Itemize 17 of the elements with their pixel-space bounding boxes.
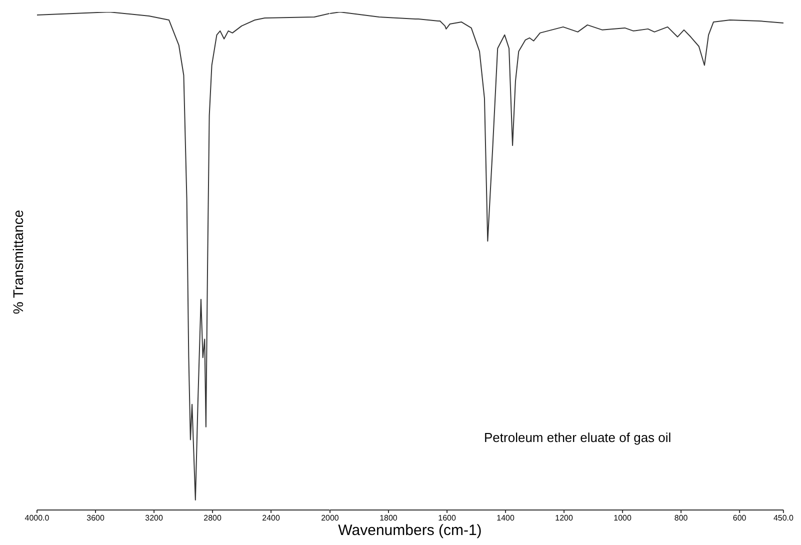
y-axis-title: % Transmittance [10,210,26,314]
x-tick-label: 1000 [613,514,632,523]
x-axis-title: Wavenumbers (cm-1) [337,522,483,539]
x-tick-label: 1600 [438,514,456,523]
x-tick-label: 1400 [496,514,515,523]
x-tick-label: 800 [674,514,688,523]
x-tick-label: 600 [732,514,746,523]
x-tick-label: 3200 [145,514,164,523]
x-tick-label: 2000 [320,514,339,523]
annotation: Petroleum ether eluate of gas oil [484,430,672,445]
x-tick-label: 1200 [554,514,574,523]
x-tick-label: 2800 [204,514,222,523]
x-tick-label: 3600 [86,514,105,523]
x-tick-label: 2400 [262,514,280,523]
x-tick-label: 1800 [379,514,398,523]
x-tick-label: 450.0 [772,514,794,523]
x-tick-label: 4000.0 [24,514,50,523]
